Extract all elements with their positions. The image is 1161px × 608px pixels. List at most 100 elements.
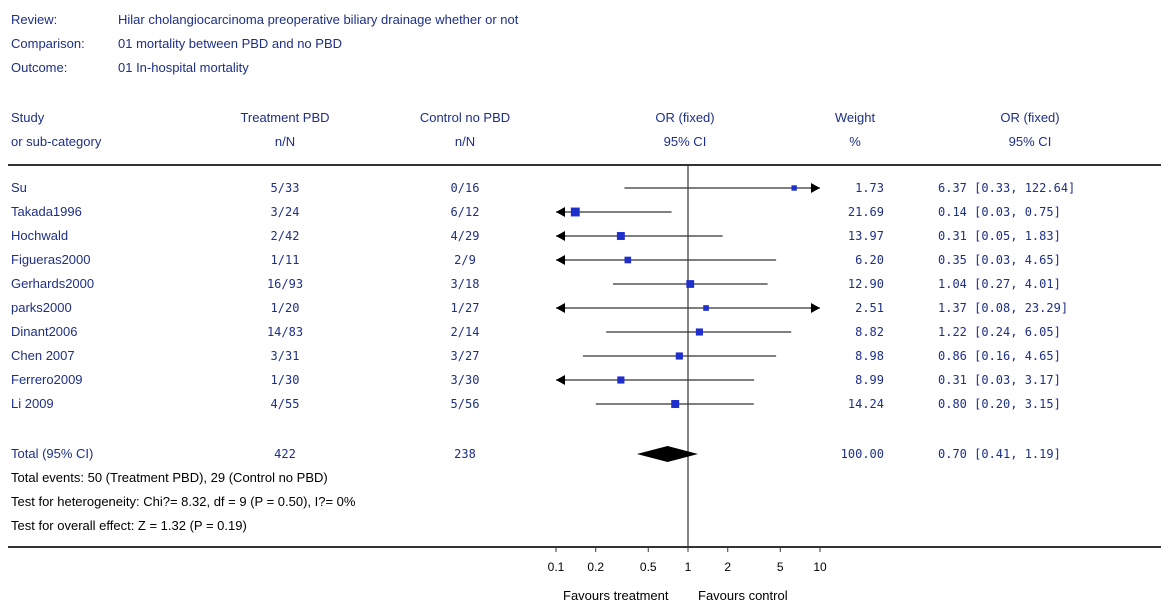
study-treatment: 16/93 <box>266 277 304 291</box>
header-rule <box>8 164 1161 166</box>
point-estimate <box>695 328 703 336</box>
study-ci: 1.22 [0.24, 6.05] <box>938 325 1061 339</box>
note-heterogeneity: Test for heterogeneity: Chi?= 8.32, df =… <box>11 494 356 509</box>
study-name: Su <box>11 180 27 195</box>
ci-arrow-right <box>811 303 820 313</box>
study-name: Hochwald <box>11 228 69 243</box>
x-tick-label: 5 <box>777 560 784 574</box>
study-ci: 0.31 [0.03, 3.17] <box>938 373 1061 387</box>
study-treatment: 14/83 <box>266 325 304 339</box>
study-weight: 8.99 <box>855 373 884 387</box>
study-weight: 21.69 <box>847 205 884 219</box>
point-estimate <box>570 207 580 217</box>
study-control: 1/27 <box>450 301 480 315</box>
col-orci-subheader: 95% CI <box>1008 134 1052 149</box>
total-treatment: 422 <box>274 447 296 461</box>
study-control: 6/12 <box>450 205 480 219</box>
ci-arrow-left <box>556 231 565 241</box>
study-name: Gerhards2000 <box>11 276 95 291</box>
study-ci: 1.37 [0.08, 23.29] <box>938 301 1069 315</box>
note-overall-effect: Test for overall effect: Z = 1.32 (P = 0… <box>11 518 247 533</box>
study-ci: 0.35 [0.03, 4.65] <box>938 253 1061 267</box>
outcome-value: 01 In-hospital mortality <box>118 60 249 75</box>
study-ci: 0.31 [0.05, 1.83] <box>938 229 1061 243</box>
study-name: parks2000 <box>11 300 72 315</box>
review-value: Hilar cholangiocarcinoma preoperative bi… <box>118 12 519 27</box>
study-control: 3/27 <box>450 349 480 363</box>
study-treatment: 1/11 <box>270 253 300 267</box>
total-weight: 100.00 <box>840 447 884 461</box>
x-tick-label: 10 <box>813 560 827 574</box>
study-ci: 0.14 [0.03, 0.75] <box>938 205 1061 219</box>
study-control: 5/56 <box>450 397 480 411</box>
col-or-subheader: 95% CI <box>663 134 707 149</box>
col-treatment-subheader: n/N <box>274 134 296 149</box>
study-ci: 0.86 [0.16, 4.65] <box>938 349 1061 363</box>
outcome-label: Outcome: <box>11 60 68 75</box>
study-weight: 8.98 <box>855 349 884 363</box>
col-control-header: Control no PBD <box>419 110 511 125</box>
study-name: Chen 2007 <box>11 348 75 363</box>
study-ci: 1.04 [0.27, 4.01] <box>938 277 1061 291</box>
footer-rule <box>8 546 1161 548</box>
col-orci-header: OR (fixed) <box>1000 110 1060 125</box>
study-control: 2/14 <box>450 325 480 339</box>
study-name: Li 2009 <box>11 396 54 411</box>
point-estimate <box>703 305 709 311</box>
x-tick-label: 1 <box>685 560 692 574</box>
ci-arrow-left <box>556 255 565 265</box>
study-weight: 12.90 <box>847 277 884 291</box>
study-control: 4/29 <box>450 229 480 243</box>
point-estimate <box>671 400 680 408</box>
ci-arrow-left <box>556 375 565 385</box>
total-label: Total (95% CI) <box>11 446 94 461</box>
point-estimate <box>616 232 625 240</box>
study-treatment: 1/30 <box>270 373 300 387</box>
ci-arrow-left <box>556 207 565 217</box>
pooled-diamond <box>636 446 698 462</box>
col-weight-subheader: % <box>849 134 861 149</box>
point-estimate <box>791 185 797 191</box>
study-treatment: 5/33 <box>270 181 300 195</box>
study-weight: 6.20 <box>855 253 884 267</box>
study-control: 3/30 <box>450 373 480 387</box>
study-weight: 2.51 <box>855 301 884 315</box>
point-estimate <box>617 376 625 384</box>
study-weight: 14.24 <box>847 397 884 411</box>
x-tick-label: 2 <box>724 560 731 574</box>
col-study-header: Study <box>11 110 45 125</box>
total-ci: 0.70 [0.41, 1.19] <box>938 447 1061 461</box>
study-treatment: 3/24 <box>270 205 300 219</box>
x-label-right: Favours control <box>698 588 788 603</box>
study-treatment: 2/42 <box>270 229 300 243</box>
x-label-left: Favours treatment <box>563 588 669 603</box>
study-weight: 13.97 <box>847 229 884 243</box>
total-control: 238 <box>454 447 476 461</box>
review-label: Review: <box>11 12 58 27</box>
study-treatment: 1/20 <box>270 301 300 315</box>
study-weight: 8.82 <box>855 325 884 339</box>
col-study-subheader: or sub-category <box>11 134 102 149</box>
study-ci: 0.80 [0.20, 3.15] <box>938 397 1061 411</box>
comparison-value: 01 mortality between PBD and no PBD <box>118 36 343 51</box>
study-name: Takada1996 <box>11 204 82 219</box>
study-name: Ferrero2009 <box>11 372 83 387</box>
point-estimate <box>675 352 683 360</box>
study-ci: 6.37 [0.33, 122.64] <box>938 181 1076 195</box>
col-treatment-header: Treatment PBD <box>240 110 330 125</box>
col-weight-header: Weight <box>834 110 876 125</box>
note-total-events: Total events: 50 (Treatment PBD), 29 (Co… <box>11 470 328 485</box>
study-control: 0/16 <box>450 181 480 195</box>
col-or-header: OR (fixed) <box>655 110 715 125</box>
ci-arrow-left <box>556 303 565 313</box>
x-tick-label: 0.1 <box>548 560 565 574</box>
point-estimate <box>686 280 695 288</box>
study-weight: 1.73 <box>855 181 884 195</box>
study-name: Dinant2006 <box>11 324 78 339</box>
study-treatment: 4/55 <box>270 397 300 411</box>
x-tick-label: 0.2 <box>587 560 604 574</box>
col-control-subheader: n/N <box>454 134 476 149</box>
x-tick-label: 0.5 <box>640 560 657 574</box>
point-estimate <box>624 256 632 264</box>
